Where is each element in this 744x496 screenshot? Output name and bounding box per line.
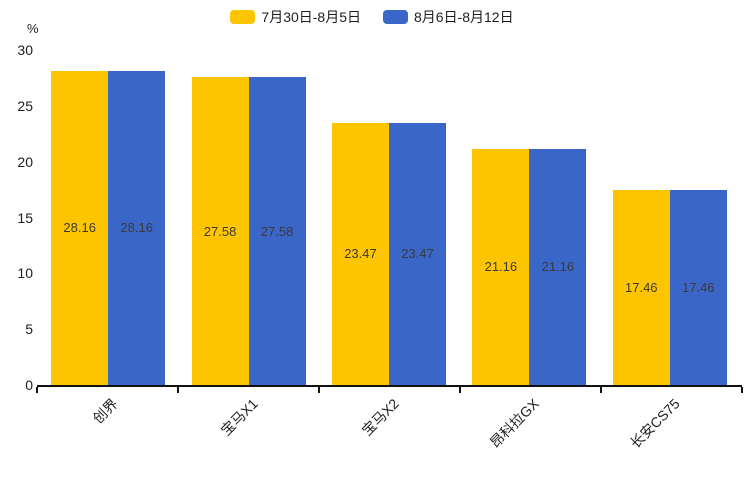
bar-series-2[interactable]: 17.46 <box>669 190 727 385</box>
bar-group: 27.58 27.58 <box>178 50 318 385</box>
y-axis-unit-label: % <box>27 21 39 36</box>
bar-series-2[interactable]: 23.47 <box>388 122 446 385</box>
bar-series-1[interactable]: 17.46 <box>612 190 670 385</box>
legend-swatch-yellow <box>230 10 256 24</box>
bar-group: 23.47 23.47 <box>319 50 459 385</box>
y-tick-label: 10 <box>17 265 33 282</box>
bar-value-label: 21.16 <box>484 259 518 275</box>
legend-label: 7月30日-8月5日 <box>261 9 361 25</box>
x-axis-tick <box>600 387 602 393</box>
x-axis-labels: 创界 宝马X1 宝马X2 昂科拉GX 长安CS75 <box>38 394 740 494</box>
bar-value-label: 21.16 <box>541 259 575 275</box>
bar-series-2[interactable]: 27.58 <box>248 77 306 385</box>
x-axis-tick <box>741 387 743 393</box>
x-axis-tick <box>36 387 38 393</box>
bar-series-2[interactable]: 28.16 <box>108 70 166 385</box>
bar-group: 17.46 17.46 <box>600 50 740 385</box>
legend-label: 8月6日-8月12日 <box>414 9 514 25</box>
x-axis-tick <box>318 387 320 393</box>
bar-value-label: 27.58 <box>260 223 294 239</box>
y-tick-label: 0 <box>25 377 33 393</box>
x-category-label[interactable]: 昂科拉GX <box>486 395 543 451</box>
y-tick-label: 15 <box>17 209 33 226</box>
legend-item-series-1[interactable]: 7月30日-8月5日 <box>230 7 361 27</box>
legend-swatch-blue <box>383 10 408 24</box>
x-category-label[interactable]: 宝马X1 <box>218 395 262 439</box>
legend-item-series-2[interactable]: 8月6日-8月12日 <box>383 7 514 27</box>
y-tick-label: 30 <box>17 42 33 58</box>
y-tick-label: 25 <box>17 97 33 114</box>
x-category-label[interactable]: 宝马X2 <box>358 395 402 439</box>
bar-series-1[interactable]: 28.16 <box>51 70 109 385</box>
plot-area: 28.16 28.16 27.58 27.58 23.47 23.47 21.16 21.16… <box>38 50 740 385</box>
x-category-label[interactable]: 创界 <box>89 395 121 427</box>
y-tick-label: 5 <box>25 321 33 338</box>
bar-series-1[interactable]: 23.47 <box>331 122 389 385</box>
bar-value-label: 27.58 <box>203 223 237 239</box>
bar-value-label: 23.47 <box>344 246 377 262</box>
bar-series-1[interactable]: 21.16 <box>472 148 530 385</box>
legend: 7月30日-8月5日 8月6日-8月12日 <box>0 7 744 27</box>
x-category-label[interactable]: 长安CS75 <box>626 395 683 452</box>
x-axis-tick <box>459 387 461 393</box>
bar-series-1[interactable]: 27.58 <box>191 77 249 385</box>
bar-value-label: 17.46 <box>625 280 658 296</box>
y-axis: 0 5 10 15 20 25 30 <box>0 42 33 393</box>
bar-value-label: 17.46 <box>682 280 715 296</box>
bar-group: 28.16 28.16 <box>38 50 178 385</box>
y-tick-label: 20 <box>17 153 33 170</box>
bar-value-label: 28.16 <box>63 220 96 236</box>
x-axis-line <box>36 385 743 393</box>
bar-value-label: 28.16 <box>120 220 153 236</box>
bar-group: 21.16 21.16 <box>459 50 599 385</box>
bar-value-label: 23.47 <box>401 246 434 262</box>
x-axis-tick <box>177 387 179 393</box>
bar-series-2[interactable]: 21.16 <box>529 148 587 385</box>
